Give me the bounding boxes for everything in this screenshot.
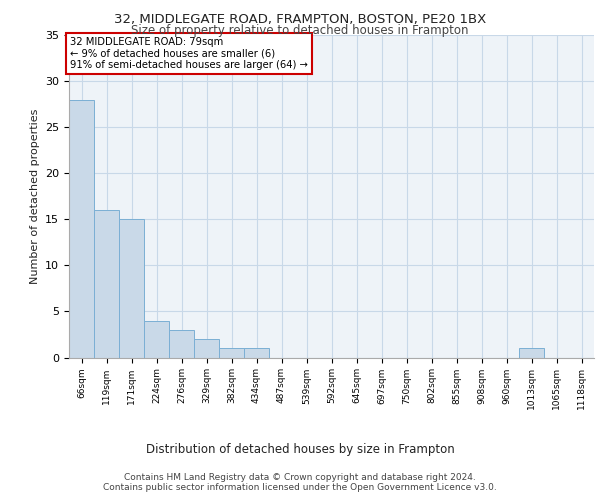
Bar xyxy=(119,220,144,358)
Bar xyxy=(194,339,219,357)
Bar xyxy=(94,210,119,358)
Text: Contains HM Land Registry data © Crown copyright and database right 2024.
Contai: Contains HM Land Registry data © Crown c… xyxy=(103,472,497,492)
Text: 32 MIDDLEGATE ROAD: 79sqm
← 9% of detached houses are smaller (6)
91% of semi-de: 32 MIDDLEGATE ROAD: 79sqm ← 9% of detach… xyxy=(70,37,308,70)
Bar xyxy=(144,320,169,358)
Bar xyxy=(69,100,94,358)
Bar xyxy=(169,330,194,357)
Y-axis label: Number of detached properties: Number of detached properties xyxy=(29,108,40,284)
Text: 32, MIDDLEGATE ROAD, FRAMPTON, BOSTON, PE20 1BX: 32, MIDDLEGATE ROAD, FRAMPTON, BOSTON, P… xyxy=(114,12,486,26)
Bar xyxy=(519,348,544,358)
Bar xyxy=(219,348,244,358)
Text: Size of property relative to detached houses in Frampton: Size of property relative to detached ho… xyxy=(131,24,469,37)
Bar xyxy=(244,348,269,358)
Text: Distribution of detached houses by size in Frampton: Distribution of detached houses by size … xyxy=(146,442,454,456)
